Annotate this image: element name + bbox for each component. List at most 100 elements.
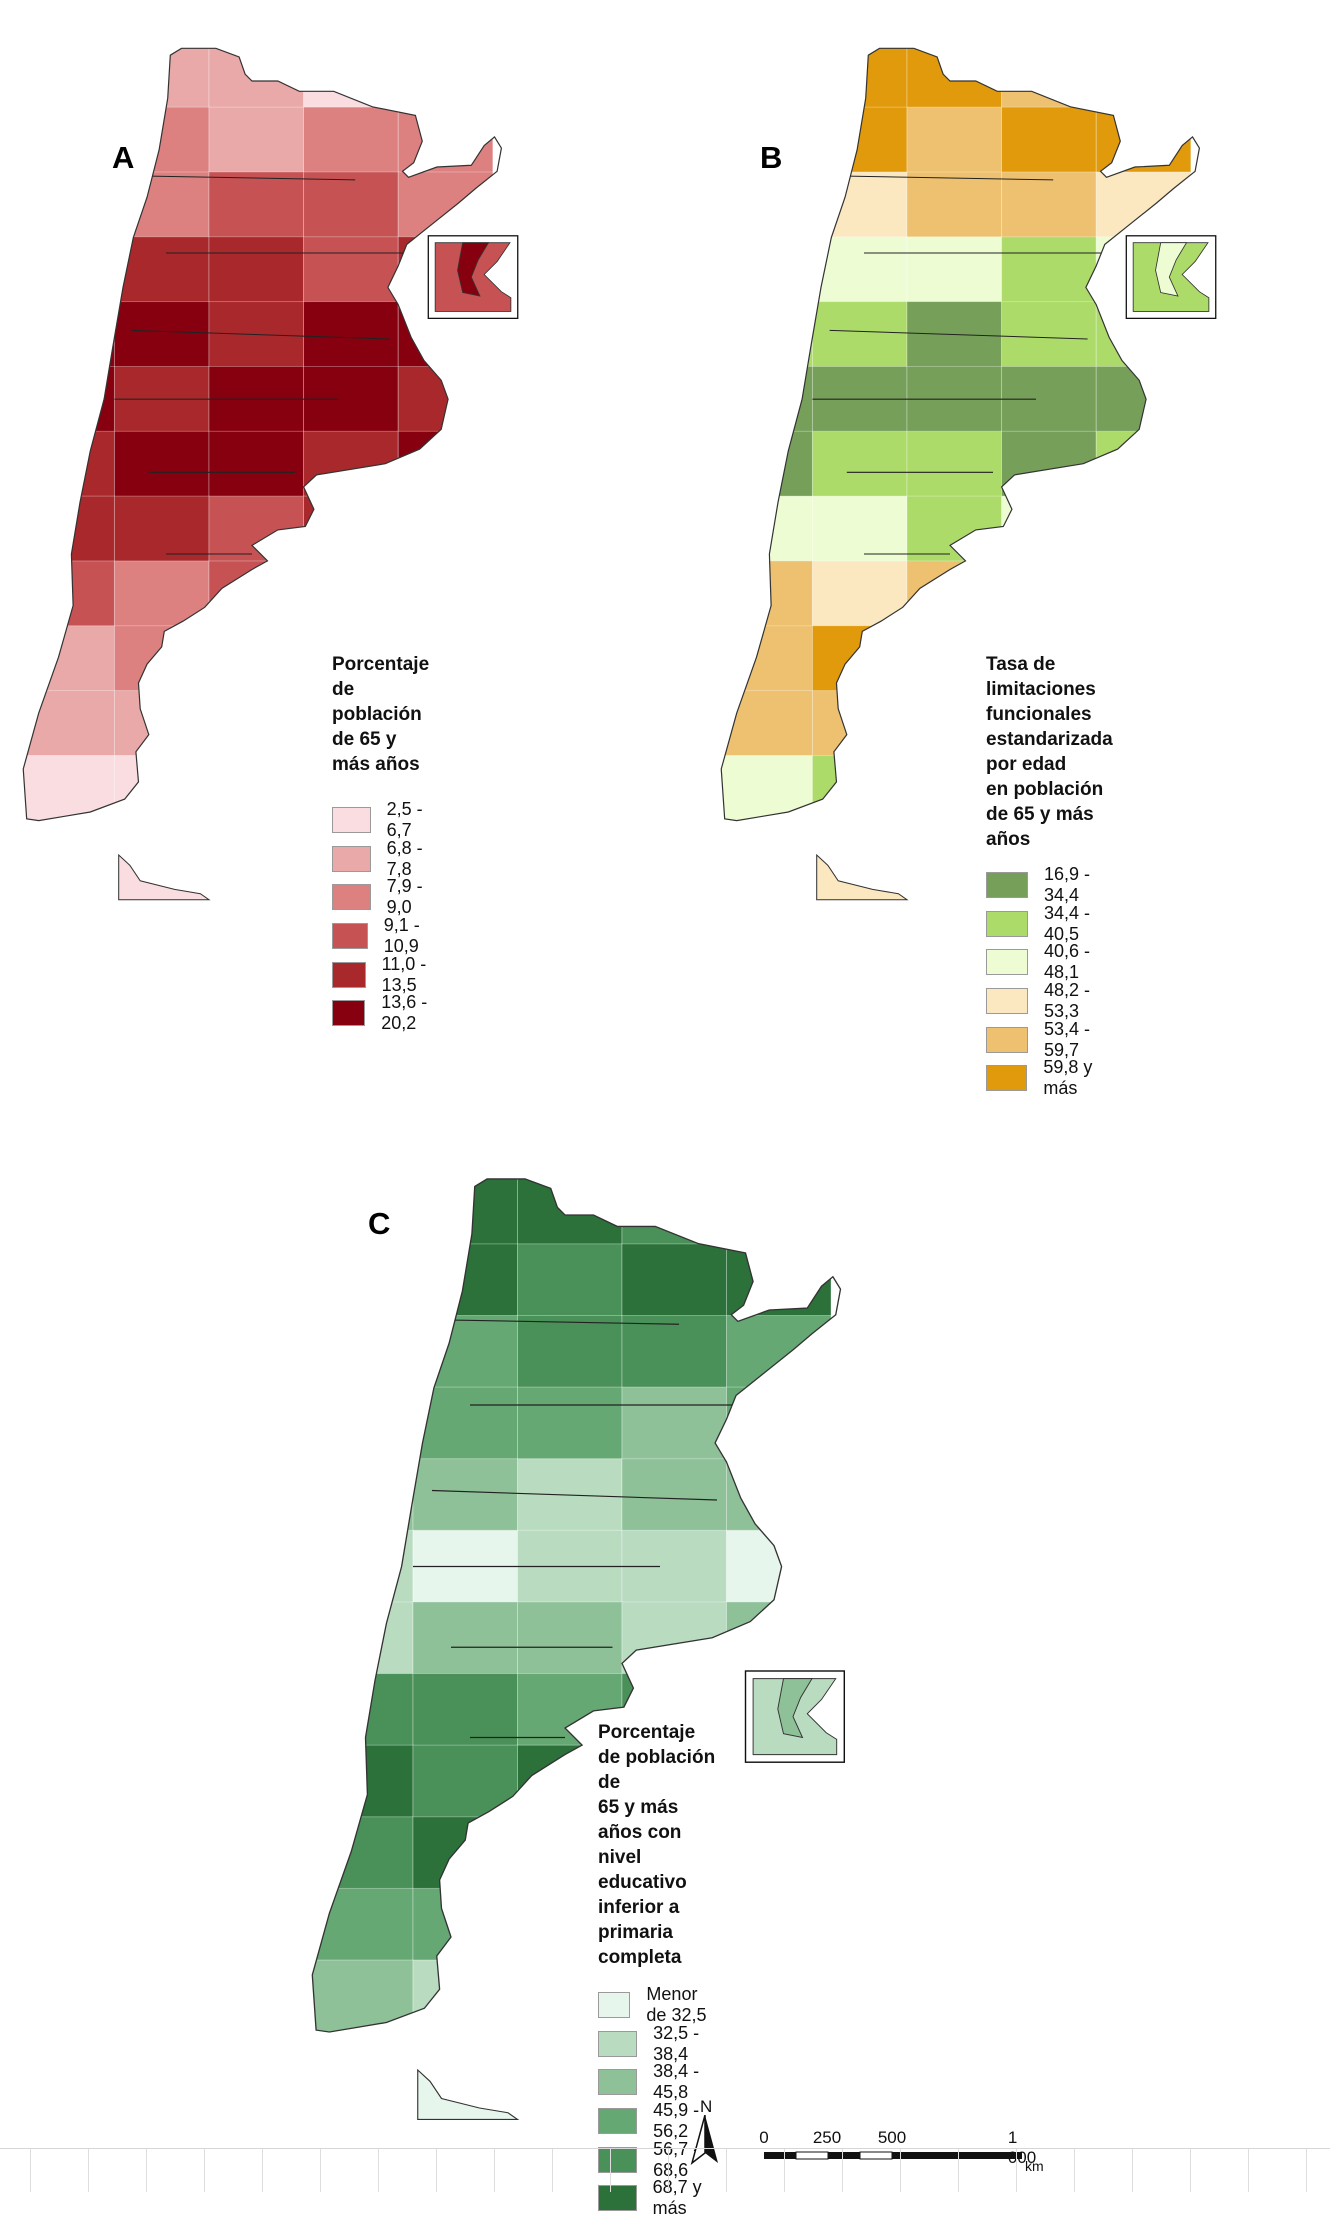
map-region — [811, 625, 908, 692]
legend-swatch — [332, 1000, 366, 1027]
map-region — [726, 1458, 832, 1532]
strip-line — [1074, 2149, 1075, 2192]
legend-label: 32,5 - 38,4 — [653, 2022, 700, 2064]
bottom-strip — [0, 2148, 1330, 2192]
map-region — [517, 1243, 623, 1317]
map-region — [312, 1959, 414, 2033]
map-region — [726, 1601, 832, 1675]
panel-a-legend: Porcentaje de población de 65 y más años… — [332, 652, 435, 1033]
map-region — [397, 495, 494, 563]
map-region — [312, 1178, 414, 1246]
legend-swatch — [598, 2146, 638, 2173]
map-region — [811, 430, 908, 498]
map-region — [1095, 560, 1192, 628]
map-region — [1001, 171, 1097, 239]
map-region — [312, 1458, 414, 1532]
map-region — [208, 690, 305, 757]
legend-item: 38,4 - 45,8 — [598, 2061, 717, 2103]
map-region — [721, 430, 813, 498]
map-region — [1001, 106, 1097, 174]
panel-c-letter: C — [368, 1206, 391, 1241]
map-region — [412, 1887, 518, 1962]
map-region — [726, 1386, 832, 1461]
map-region — [721, 301, 813, 368]
map-region — [23, 236, 115, 303]
legend-swatch — [986, 910, 1028, 937]
map-region — [517, 1315, 623, 1389]
map-region — [1095, 171, 1192, 239]
map-region — [721, 171, 813, 239]
strip-line — [1132, 2149, 1133, 2192]
legend-item: 45,9 - 56,2 — [598, 2100, 717, 2141]
north-label: N — [700, 2097, 713, 2116]
map-region — [208, 625, 305, 692]
map-region — [1095, 495, 1192, 563]
map-region — [113, 755, 210, 821]
panel-c-legend: Porcentaje de población de 65 y más años… — [598, 1720, 717, 2218]
strip-line — [1248, 2149, 1249, 2192]
strip-line — [726, 2149, 727, 2192]
country-outline — [311, 1178, 842, 2033]
map-region — [113, 48, 210, 109]
metro-inset — [1125, 235, 1217, 320]
map-region — [303, 106, 399, 174]
legend-label: 34,4 - 40,5 — [1043, 902, 1090, 944]
map-region — [397, 430, 494, 498]
strip-line — [378, 2149, 379, 2192]
map-region — [208, 106, 305, 174]
strip-line — [88, 2149, 89, 2192]
legend-label: 38,4 - 45,8 — [653, 2061, 700, 2103]
map-region — [113, 236, 210, 303]
legend-item: 2,5 - 6,7 — [332, 799, 435, 840]
map-region — [312, 1816, 414, 1890]
strip-line — [610, 2149, 611, 2192]
scale-unit: km — [1025, 2158, 1044, 2174]
map-region — [397, 48, 494, 109]
map-region — [412, 1816, 518, 1890]
map-region — [23, 625, 115, 692]
map-region — [113, 560, 210, 628]
map-region — [726, 1529, 832, 1604]
map-region — [23, 495, 115, 563]
legend-item: 16,9 - 34,4 — [986, 864, 1113, 905]
province-boundary — [829, 329, 1088, 340]
legend-rows: 16,9 - 34,4 34,4 - 40,5 40,6 - 48,1 48,2 - … — [986, 864, 1113, 1098]
legend-swatch — [598, 2108, 638, 2135]
legend-label: 11,0 - 13,5 — [381, 953, 427, 995]
map-region — [517, 1601, 623, 1675]
strip-line — [436, 2149, 437, 2192]
map-region — [23, 755, 115, 821]
map-region — [721, 560, 813, 628]
legend-label: 48,2 - 53,3 — [1043, 980, 1090, 1022]
map-region — [312, 1243, 414, 1317]
map-region — [303, 560, 399, 628]
map-region — [906, 430, 1003, 498]
panel-a-letter: A — [112, 140, 135, 175]
map-region — [412, 1458, 518, 1532]
map-region — [906, 171, 1003, 239]
map-region — [721, 819, 813, 821]
map-region — [811, 755, 908, 821]
tierra-del-fuego — [417, 2068, 520, 2120]
map-region — [113, 171, 210, 239]
legend-swatch — [986, 1026, 1028, 1053]
map-region — [517, 1178, 623, 1246]
map-region — [113, 301, 210, 368]
legend-label: 13,6 - 20,2 — [381, 992, 428, 1034]
legend-item: 34,4 - 40,5 — [986, 902, 1113, 944]
legend-title: Porcentaje de población de 65 y más años — [332, 654, 430, 775]
strip-line — [1190, 2149, 1191, 2192]
legend-rows: 2,5 - 6,7 6,8 - 7,8 7,9 - 9,0 9,1 - 10,9 11,… — [332, 799, 435, 1034]
map-region — [113, 106, 210, 174]
panel-b-letter: B — [760, 140, 783, 175]
map-region — [208, 171, 305, 239]
map-region — [726, 1315, 832, 1389]
map-region — [726, 1816, 832, 1890]
legend-swatch — [986, 949, 1028, 976]
country-outline — [720, 47, 1201, 822]
map-region — [208, 48, 305, 109]
country-outline — [22, 47, 503, 822]
map-region — [303, 301, 399, 368]
map-region — [208, 560, 305, 628]
map-region — [208, 236, 305, 303]
